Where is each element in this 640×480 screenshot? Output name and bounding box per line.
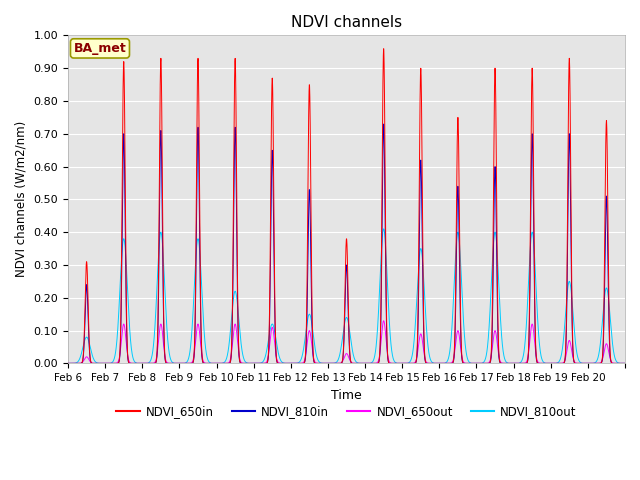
Text: BA_met: BA_met xyxy=(74,42,126,55)
X-axis label: Time: Time xyxy=(331,389,362,402)
Y-axis label: NDVI channels (W/m2/nm): NDVI channels (W/m2/nm) xyxy=(15,121,28,277)
Title: NDVI channels: NDVI channels xyxy=(291,15,402,30)
Legend: NDVI_650in, NDVI_810in, NDVI_650out, NDVI_810out: NDVI_650in, NDVI_810in, NDVI_650out, NDV… xyxy=(112,401,581,423)
